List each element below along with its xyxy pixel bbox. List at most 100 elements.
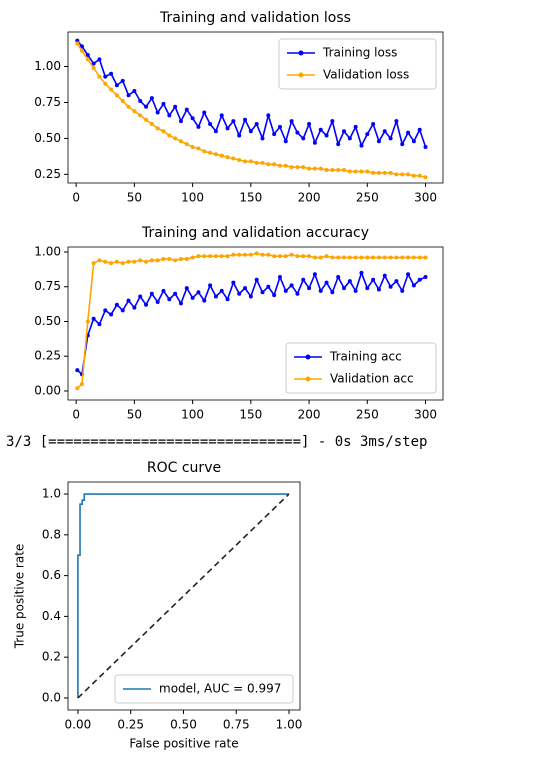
data-point bbox=[120, 99, 125, 104]
plot-frame bbox=[67, 31, 444, 184]
x-tick-label: 50 bbox=[127, 408, 142, 422]
y-tick-label: 0.6 bbox=[42, 568, 61, 582]
data-point bbox=[394, 255, 399, 260]
data-point bbox=[376, 287, 381, 292]
data-point bbox=[342, 129, 347, 134]
data-point bbox=[237, 133, 242, 138]
chart-title: Training and validation accuracy bbox=[141, 225, 369, 241]
legend-label: Validation acc bbox=[330, 372, 414, 386]
data-point bbox=[359, 169, 364, 174]
data-point bbox=[178, 256, 183, 261]
data-point bbox=[272, 162, 277, 167]
y-axis-label: True positive rate bbox=[13, 544, 27, 650]
data-point bbox=[149, 258, 154, 263]
data-point bbox=[103, 74, 108, 79]
data-point bbox=[190, 295, 195, 300]
data-point bbox=[243, 252, 248, 257]
data-point bbox=[400, 172, 405, 177]
x-tick-label: 150 bbox=[239, 191, 262, 205]
data-point bbox=[190, 255, 195, 260]
data-point bbox=[260, 136, 265, 141]
data-point bbox=[289, 119, 294, 124]
data-point bbox=[388, 170, 393, 175]
data-point bbox=[266, 113, 271, 118]
data-point bbox=[225, 297, 230, 302]
x-tick-label: 0 bbox=[72, 408, 80, 422]
data-point bbox=[266, 252, 271, 257]
data-point bbox=[295, 130, 300, 135]
chart-title: ROC curve bbox=[147, 460, 221, 476]
data-point bbox=[103, 259, 108, 264]
data-point bbox=[120, 78, 125, 83]
data-point bbox=[126, 298, 131, 303]
data-point bbox=[423, 255, 428, 260]
data-point bbox=[417, 255, 422, 260]
data-point bbox=[411, 173, 416, 178]
data-point bbox=[324, 254, 329, 259]
y-tick-label: 1.00 bbox=[34, 59, 61, 73]
data-point bbox=[237, 252, 242, 257]
data-point bbox=[91, 65, 96, 70]
x-tick-label: 100 bbox=[181, 408, 204, 422]
x-tick-label: 0 bbox=[72, 191, 80, 205]
data-point bbox=[173, 258, 178, 263]
data-point bbox=[202, 110, 207, 115]
data-point bbox=[371, 255, 376, 260]
data-point bbox=[208, 254, 213, 259]
y-tick-label: 0.00 bbox=[34, 383, 61, 397]
data-point bbox=[382, 129, 387, 134]
data-point bbox=[155, 110, 160, 115]
data-point bbox=[190, 145, 195, 150]
data-point bbox=[184, 142, 189, 147]
data-point bbox=[283, 254, 288, 259]
data-point bbox=[225, 254, 230, 259]
data-point bbox=[184, 107, 189, 112]
data-point bbox=[132, 259, 137, 264]
data-point bbox=[376, 255, 381, 260]
y-tick-label: 0.8 bbox=[42, 527, 61, 541]
data-point bbox=[144, 117, 149, 122]
data-point bbox=[365, 132, 370, 137]
series-line bbox=[77, 493, 290, 699]
data-point bbox=[347, 255, 352, 260]
data-point bbox=[161, 256, 166, 261]
data-point bbox=[371, 122, 376, 127]
data-point bbox=[318, 127, 323, 132]
data-point bbox=[178, 119, 183, 124]
data-point bbox=[144, 302, 149, 307]
data-point bbox=[312, 272, 317, 277]
data-point bbox=[202, 149, 207, 154]
data-point bbox=[406, 255, 411, 260]
data-point bbox=[248, 129, 253, 134]
data-point bbox=[353, 255, 358, 260]
data-point bbox=[295, 254, 300, 259]
chart-title: Training and validation loss bbox=[159, 10, 351, 26]
legend-label: Training acc bbox=[329, 350, 402, 364]
data-point bbox=[295, 291, 300, 296]
data-point bbox=[347, 136, 352, 141]
data-point bbox=[138, 294, 143, 299]
data-point bbox=[167, 297, 172, 302]
data-point bbox=[208, 283, 213, 288]
data-point bbox=[312, 140, 317, 145]
data-point bbox=[382, 170, 387, 175]
data-point bbox=[260, 160, 265, 165]
data-point bbox=[109, 87, 114, 92]
x-tick-label: 1.00 bbox=[276, 718, 303, 732]
legend-marker bbox=[305, 354, 311, 360]
series-line bbox=[77, 493, 290, 698]
data-point bbox=[254, 277, 259, 282]
data-point bbox=[213, 254, 218, 259]
data-point bbox=[114, 302, 119, 307]
legend-box bbox=[285, 342, 437, 394]
data-point bbox=[75, 38, 80, 43]
data-point bbox=[243, 159, 248, 164]
data-point bbox=[353, 169, 358, 174]
data-point bbox=[149, 122, 154, 127]
x-axis-label: False positive rate bbox=[129, 737, 238, 751]
data-point bbox=[295, 165, 300, 170]
data-point bbox=[283, 288, 288, 293]
data-point bbox=[260, 290, 265, 295]
x-tick-label: 150 bbox=[239, 408, 262, 422]
